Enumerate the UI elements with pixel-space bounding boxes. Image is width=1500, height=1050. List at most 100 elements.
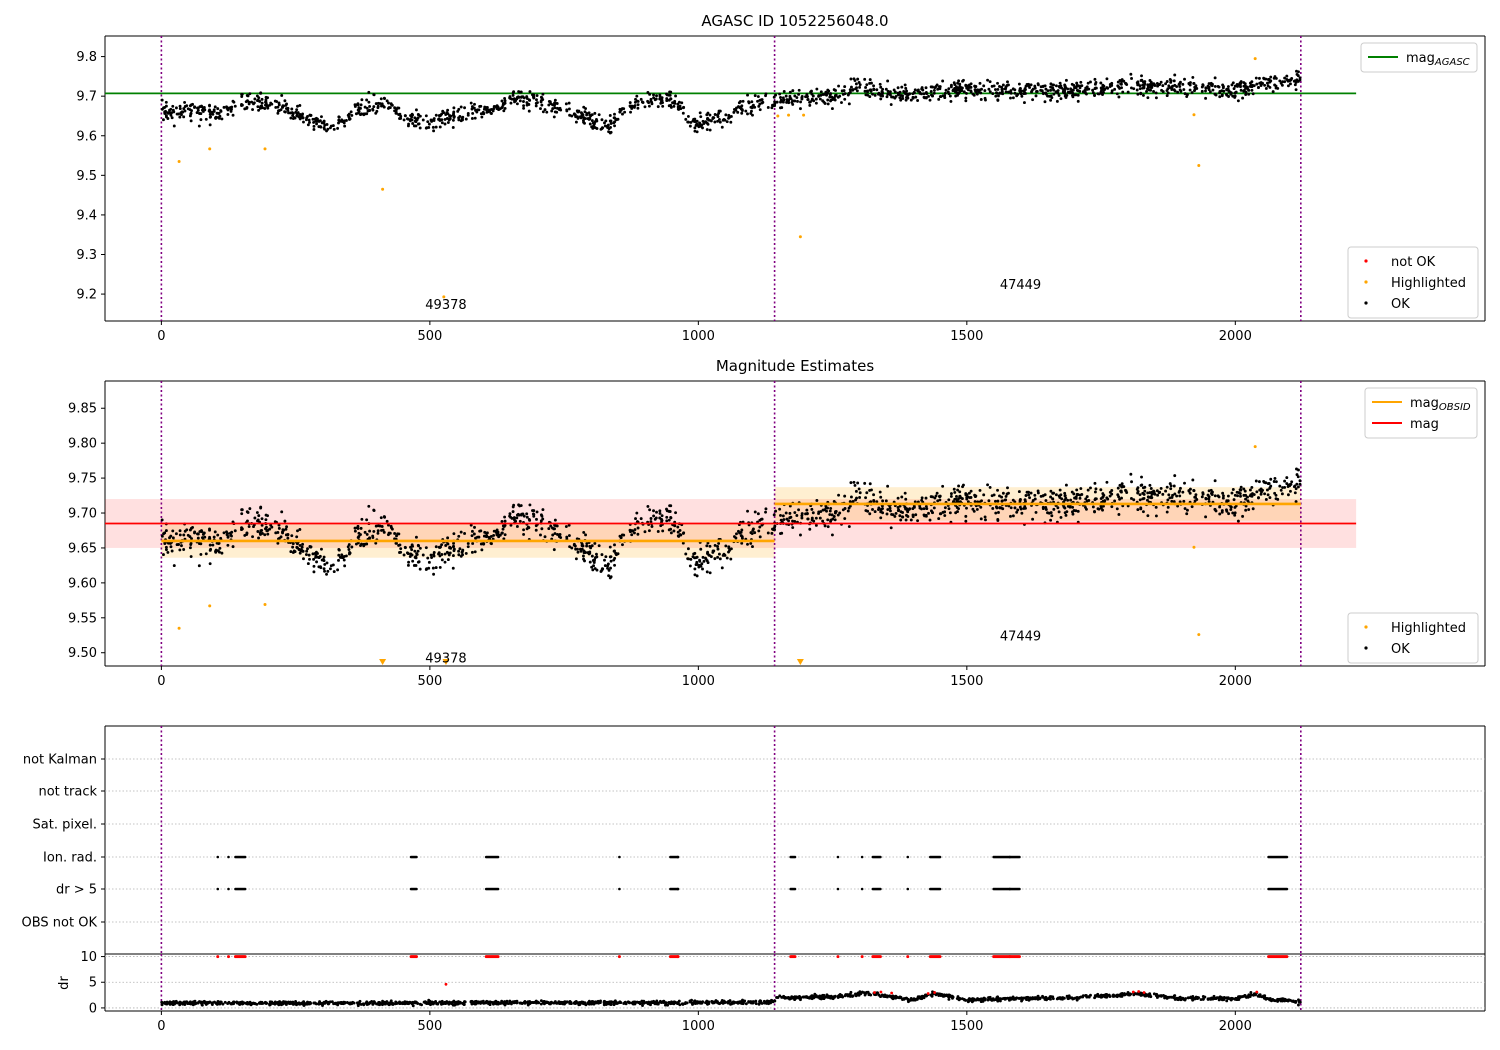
ok-point: [336, 568, 340, 572]
ok-point: [873, 93, 877, 97]
ok-point: [843, 517, 847, 520]
ok-point: [430, 556, 434, 559]
ok-point: [1005, 83, 1009, 87]
ok-point: [684, 552, 688, 556]
dr-point: [744, 1002, 748, 1006]
ok-point: [472, 532, 476, 536]
ok-point: [941, 484, 945, 488]
dr-point: [640, 999, 644, 1003]
ok-point: [609, 555, 613, 559]
ok-point: [245, 93, 249, 97]
ok-point: [431, 566, 435, 570]
highlighted-point: [381, 187, 385, 191]
ok-point: [600, 553, 604, 557]
ok-point: [766, 106, 770, 109]
ok-point: [434, 125, 438, 129]
ok-point: [729, 557, 733, 561]
ok-point: [901, 511, 905, 514]
ok-point: [256, 518, 260, 522]
ok-point: [306, 562, 310, 566]
ok-point: [654, 97, 658, 101]
ok-point: [1080, 492, 1084, 496]
ok-point: [371, 536, 375, 540]
ok-point: [399, 547, 403, 551]
ok-point: [957, 500, 960, 504]
ok-point: [1003, 498, 1007, 502]
ok-point: [1185, 93, 1189, 97]
ok-point: [973, 88, 977, 92]
ok-point: [581, 119, 585, 122]
ok-point: [706, 117, 709, 121]
ok-point: [315, 122, 319, 126]
ok-point: [751, 113, 754, 117]
ok-point: [996, 499, 1000, 503]
ok-point: [372, 93, 376, 96]
ok-point: [447, 117, 451, 121]
ok-point: [1063, 491, 1067, 495]
ok-point: [613, 543, 616, 547]
ok-point: [609, 566, 612, 570]
ok-point: [189, 555, 193, 558]
dr-point: [680, 1002, 684, 1006]
ok-point: [259, 505, 263, 509]
ok-point: [612, 558, 616, 562]
ok-point: [947, 507, 951, 511]
ok-point: [927, 94, 930, 98]
ok-point: [321, 557, 325, 561]
ok-point: [727, 116, 730, 120]
dr-point: [463, 1000, 466, 1004]
ok-point: [360, 517, 364, 521]
ok-point: [1169, 484, 1173, 488]
ok-point: [440, 553, 444, 556]
ok-point: [800, 96, 804, 100]
ok-point: [898, 504, 902, 508]
ok-point: [1000, 87, 1004, 91]
ok-point: [774, 509, 778, 513]
ok-point: [909, 98, 913, 102]
chart-title: Magnitude Estimates: [716, 357, 874, 375]
ok-point: [593, 558, 597, 562]
ok-point: [1071, 94, 1074, 97]
ok-point: [378, 524, 382, 528]
dr-tick-label: 10: [80, 950, 97, 965]
ok-point: [1117, 95, 1121, 99]
ok-point: [1054, 84, 1058, 88]
ok-point: [1142, 492, 1146, 496]
ok-point: [495, 104, 499, 108]
ok-point: [967, 491, 971, 495]
ok-point: [497, 535, 501, 539]
ok-point: [1074, 93, 1078, 97]
dr-point: [909, 998, 912, 1002]
ok-point: [866, 509, 870, 513]
ok-point: [1138, 493, 1142, 497]
ok-point: [588, 117, 592, 121]
ok-point: [297, 548, 301, 551]
ok-point: [603, 121, 606, 125]
ok-point: [1071, 512, 1075, 516]
ok-point: [259, 106, 262, 110]
ok-point: [199, 118, 203, 122]
ok-point: [1274, 76, 1278, 80]
ok-point: [590, 119, 594, 123]
ok-point: [781, 514, 785, 518]
ok-point: [567, 107, 571, 111]
ok-point: [412, 564, 416, 567]
flag-points: [216, 855, 1289, 891]
ok-point: [458, 114, 462, 118]
ok-point: [208, 528, 211, 532]
ok-point: [266, 104, 270, 108]
ok-point: [905, 92, 909, 96]
ok-point: [266, 96, 270, 100]
ok-point: [828, 509, 832, 513]
ok-point: [660, 96, 664, 100]
ok-point: [1068, 505, 1072, 509]
ok-point: [302, 557, 305, 561]
ok-point: [452, 532, 456, 536]
ok-point: [1028, 496, 1032, 500]
ok-point: [1286, 79, 1290, 83]
ok-point: [1225, 88, 1229, 92]
ok-point: [353, 105, 357, 108]
ok-point: [588, 560, 592, 564]
ok-point: [247, 102, 251, 106]
ok-point: [1142, 84, 1146, 88]
